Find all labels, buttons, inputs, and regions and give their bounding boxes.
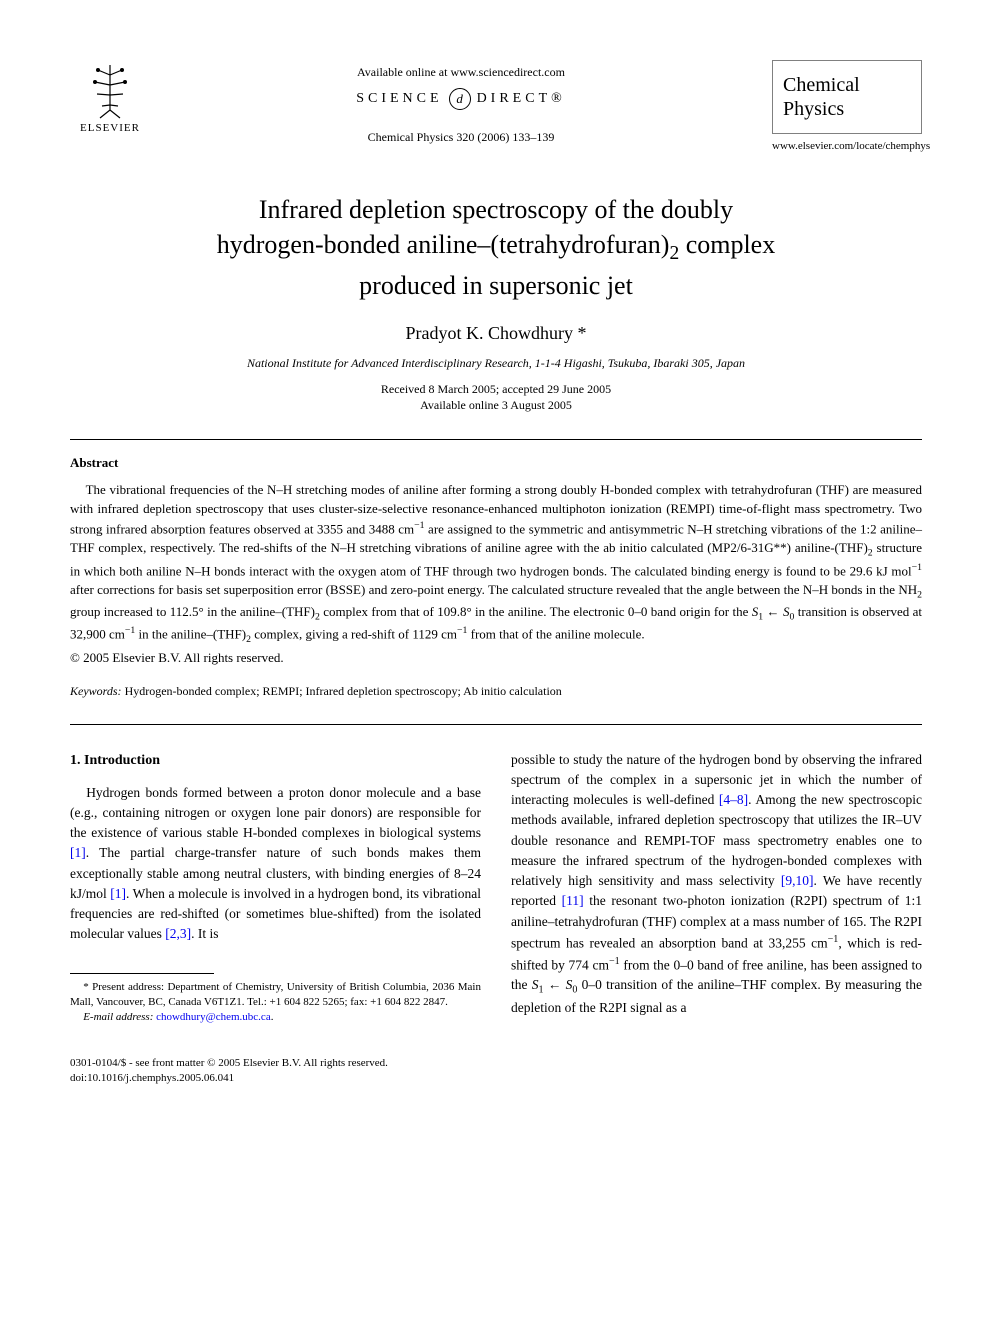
abstract-heading: Abstract [70, 455, 922, 471]
footnote-separator [70, 973, 214, 974]
journal-name-line2: Physics [783, 97, 911, 121]
keywords-label: Keywords: [70, 684, 122, 698]
journal-name-line1: Chemical [783, 73, 911, 97]
available-date: Available online 3 August 2005 [70, 397, 922, 414]
publisher-label: ELSEVIER [80, 122, 140, 134]
title-line3: produced in supersonic jet [359, 271, 633, 300]
keywords-text: Hydrogen-bonded complex; REMPI; Infrared… [122, 684, 562, 698]
header-center: Available online at www.sciencedirect.co… [150, 60, 772, 145]
journal-reference: Chemical Physics 320 (2006) 133–139 [150, 130, 772, 145]
page-footer: 0301-0104/$ - see front matter © 2005 El… [70, 1056, 922, 1087]
corresponding-author-note: * Present address: Department of Chemist… [70, 980, 481, 1011]
email-line: E-mail address: chowdhury@chem.ubc.ca. [70, 1010, 481, 1025]
left-column: 1. Introduction Hydrogen bonds formed be… [70, 750, 481, 1026]
available-online-text: Available online at www.sciencedirect.co… [150, 65, 772, 80]
divider-top [70, 439, 922, 440]
ref-1[interactable]: [1] [70, 845, 86, 860]
elsevier-logo-icon [80, 60, 140, 120]
author-name: Pradyot K. Chowdhury * [70, 323, 922, 344]
title-line2: hydrogen-bonded aniline–(tetrahydrofuran… [217, 230, 670, 259]
keywords-line: Keywords: Hydrogen-bonded complex; REMPI… [70, 684, 922, 699]
header-right: Chemical Physics www.elsevier.com/locate… [772, 60, 922, 152]
section-1-heading: 1. Introduction [70, 750, 481, 771]
email-link[interactable]: chowdhury@chem.ubc.ca [153, 1011, 270, 1023]
copyright-line: © 2005 Elsevier B.V. All rights reserved… [70, 650, 922, 666]
article-title: Infrared depletion spectroscopy of the d… [70, 192, 922, 303]
sd-right: DIRECT® [477, 91, 566, 107]
journal-url: www.elsevier.com/locate/chemphys [772, 140, 922, 152]
sd-glyph-icon: d [449, 88, 471, 110]
ref-2-3[interactable]: [2,3] [165, 926, 191, 941]
ref-1b[interactable]: [1] [110, 886, 126, 901]
sciencedirect-logo: SCIENCE d DIRECT® [356, 88, 566, 110]
journal-title-box: Chemical Physics [772, 60, 922, 134]
title-sub: 2 [669, 243, 679, 264]
right-column: possible to study the nature of the hydr… [511, 750, 922, 1026]
title-line2-tail: complex [679, 230, 775, 259]
email-label: E-mail address: [83, 1011, 153, 1023]
body-columns: 1. Introduction Hydrogen bonds formed be… [70, 750, 922, 1026]
received-date: Received 8 March 2005; accepted 29 June … [70, 381, 922, 398]
page-header: ELSEVIER Available online at www.science… [70, 60, 922, 152]
doi-line: doi:10.1016/j.chemphys.2005.06.041 [70, 1071, 922, 1086]
ref-4-8[interactable]: [4–8] [719, 792, 748, 807]
title-block: Infrared depletion spectroscopy of the d… [70, 192, 922, 414]
intro-para-right: possible to study the nature of the hydr… [511, 750, 922, 1019]
article-dates: Received 8 March 2005; accepted 29 June … [70, 381, 922, 415]
ref-11[interactable]: [11] [562, 893, 584, 908]
abstract-body: The vibrational frequencies of the N–H s… [70, 481, 922, 647]
affiliation: National Institute for Advanced Interdis… [70, 356, 922, 371]
ref-9-10[interactable]: [9,10] [781, 873, 814, 888]
intro-para-left: Hydrogen bonds formed between a proton d… [70, 783, 481, 945]
sd-left: SCIENCE [356, 91, 442, 107]
abstract-section: Abstract The vibrational frequencies of … [70, 455, 922, 665]
title-line1: Infrared depletion spectroscopy of the d… [259, 195, 733, 224]
publisher-block: ELSEVIER [70, 60, 150, 134]
front-matter-line: 0301-0104/$ - see front matter © 2005 El… [70, 1056, 922, 1071]
divider-bottom [70, 724, 922, 725]
